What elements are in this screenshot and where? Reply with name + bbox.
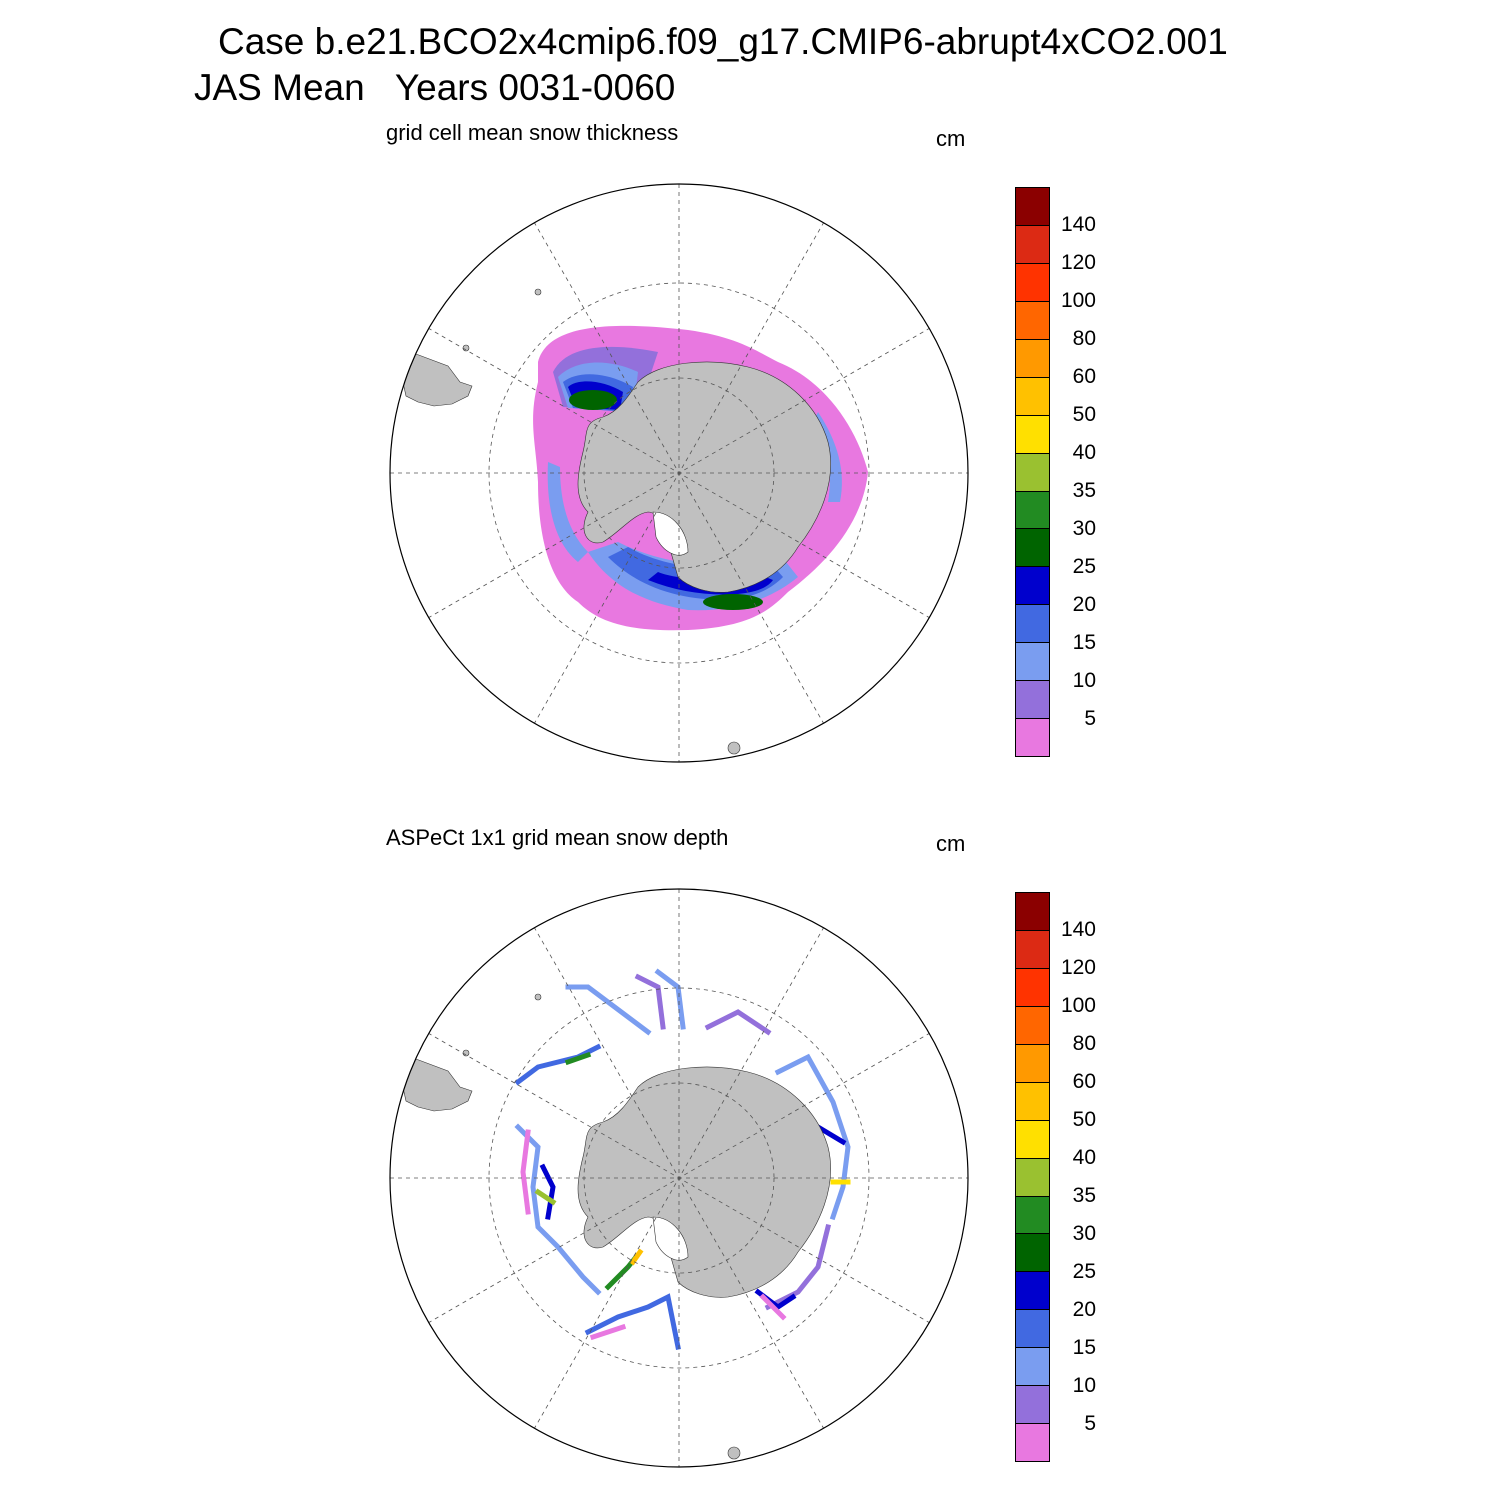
colorbar-tick-label: 35 (1072, 479, 1096, 502)
colorbar-tick-label: 60 (1072, 365, 1096, 388)
colorbar-segment (1016, 719, 1049, 757)
colorbar-segment (1016, 1006, 1049, 1045)
colorbar-tick-label: 80 (1072, 1032, 1096, 1055)
colorbar-segment (1016, 339, 1049, 378)
ship-tracks (514, 968, 851, 1350)
colorbar-tick-label: 30 (1072, 1222, 1096, 1245)
colorbar-segment (1016, 567, 1049, 606)
units-label-obs: cm (936, 831, 966, 856)
colorbar-tick-label: 20 (1072, 1298, 1096, 1321)
snow-band-purple-west (547, 462, 588, 562)
colorbar-tick-label: 30 (1072, 517, 1096, 540)
south-america-landmass (401, 353, 473, 407)
colorbar-tick-label: 10 (1072, 669, 1096, 692)
colorbar-tick-label: 15 (1072, 631, 1096, 654)
colorbar-segment (1016, 1424, 1049, 1462)
colorbar-segment (1016, 263, 1049, 302)
units-label-model: cm (936, 126, 966, 151)
colorbar-tick-label: 80 (1072, 327, 1096, 350)
colorbar-segment (1016, 415, 1049, 454)
colorbar-tick-label: 60 (1072, 1070, 1096, 1093)
colorbar-segment (1016, 681, 1049, 720)
colorbar-tick-label: 120 (1060, 251, 1096, 274)
colorbar-segment (1016, 643, 1049, 682)
colorbar-segment (1016, 1196, 1049, 1235)
panel-title-obs: ASPeCt 1x1 grid mean snow depth (386, 825, 729, 850)
colorbar-segment (1016, 1386, 1049, 1425)
map-border (389, 183, 969, 763)
colorbar-tick-label: 20 (1072, 593, 1096, 616)
south-america-landmass (401, 1058, 473, 1112)
colorbar-model (1015, 187, 1050, 757)
colorbar-segment (1016, 453, 1049, 492)
colorbar-segment (1016, 1082, 1049, 1121)
map-border (389, 888, 969, 1468)
graticule (390, 184, 968, 762)
colorbar-tick-label: 50 (1072, 1108, 1096, 1131)
colorbar-segment (1016, 225, 1049, 264)
colorbar-tick-label: 10 (1072, 1374, 1096, 1397)
colorbar-tick-label: 25 (1072, 555, 1096, 578)
colorbar-tick-label: 100 (1060, 289, 1096, 312)
map-obs (389, 888, 969, 1468)
colorbar-segment (1016, 491, 1049, 530)
colorbar-segment (1016, 188, 1049, 226)
colorbar-tick-label: 5 (1084, 707, 1096, 730)
colorbar-segment (1016, 301, 1049, 340)
antarctica-landmass (577, 1066, 831, 1298)
colorbar-labels-model: 140 120 100 80 60 50 40 35 30 25 20 15 10 5 (1056, 187, 1116, 757)
colorbar-segment (1016, 1120, 1049, 1159)
panel-title-model: grid cell mean snow thickness (386, 120, 679, 145)
colorbar-segment (1016, 1310, 1049, 1349)
map-model (389, 183, 969, 763)
colorbar-segment (1016, 529, 1049, 568)
snow-max-green-weddell (569, 390, 617, 410)
main-title-line2: JAS Mean Years 0031-0060 (194, 67, 676, 108)
colorbar-tick-label: 120 (1060, 956, 1096, 979)
colorbar-tick-label: 40 (1072, 1146, 1096, 1169)
colorbar-tick-label: 100 (1060, 994, 1096, 1017)
colorbar-segment (1016, 1272, 1049, 1311)
colorbar-labels-obs: 140 120 100 80 60 50 40 35 30 25 20 15 10 5 (1056, 892, 1116, 1462)
antarctica-landmass (577, 361, 831, 593)
colorbar-segment (1016, 1044, 1049, 1083)
colorbar-segment (1016, 968, 1049, 1007)
colorbar-segment (1016, 1158, 1049, 1197)
snow-band-lightblue-east (813, 412, 842, 502)
colorbar-tick-label: 15 (1072, 1336, 1096, 1359)
colorbar-tick-label: 50 (1072, 403, 1096, 426)
colorbar-segment (1016, 1348, 1049, 1387)
colorbar-tick-label: 140 (1060, 213, 1096, 236)
colorbar-segment (1016, 1234, 1049, 1273)
colorbar-tick-label: 5 (1084, 1412, 1096, 1435)
graticule (390, 889, 968, 1467)
colorbar-tick-label: 35 (1072, 1184, 1096, 1207)
colorbar-tick-label: 25 (1072, 1260, 1096, 1283)
snow-max-green-ross (703, 594, 763, 610)
colorbar-segment (1016, 377, 1049, 416)
main-title-line1: Case b.e21.BCO2x4cmip6.f09_g17.CMIP6-abr… (218, 21, 1228, 62)
colorbar-tick-label: 140 (1060, 918, 1096, 941)
colorbar-segment (1016, 930, 1049, 969)
colorbar-obs (1015, 892, 1050, 1462)
colorbar-segment (1016, 893, 1049, 931)
colorbar-segment (1016, 605, 1049, 644)
colorbar-tick-label: 40 (1072, 441, 1096, 464)
